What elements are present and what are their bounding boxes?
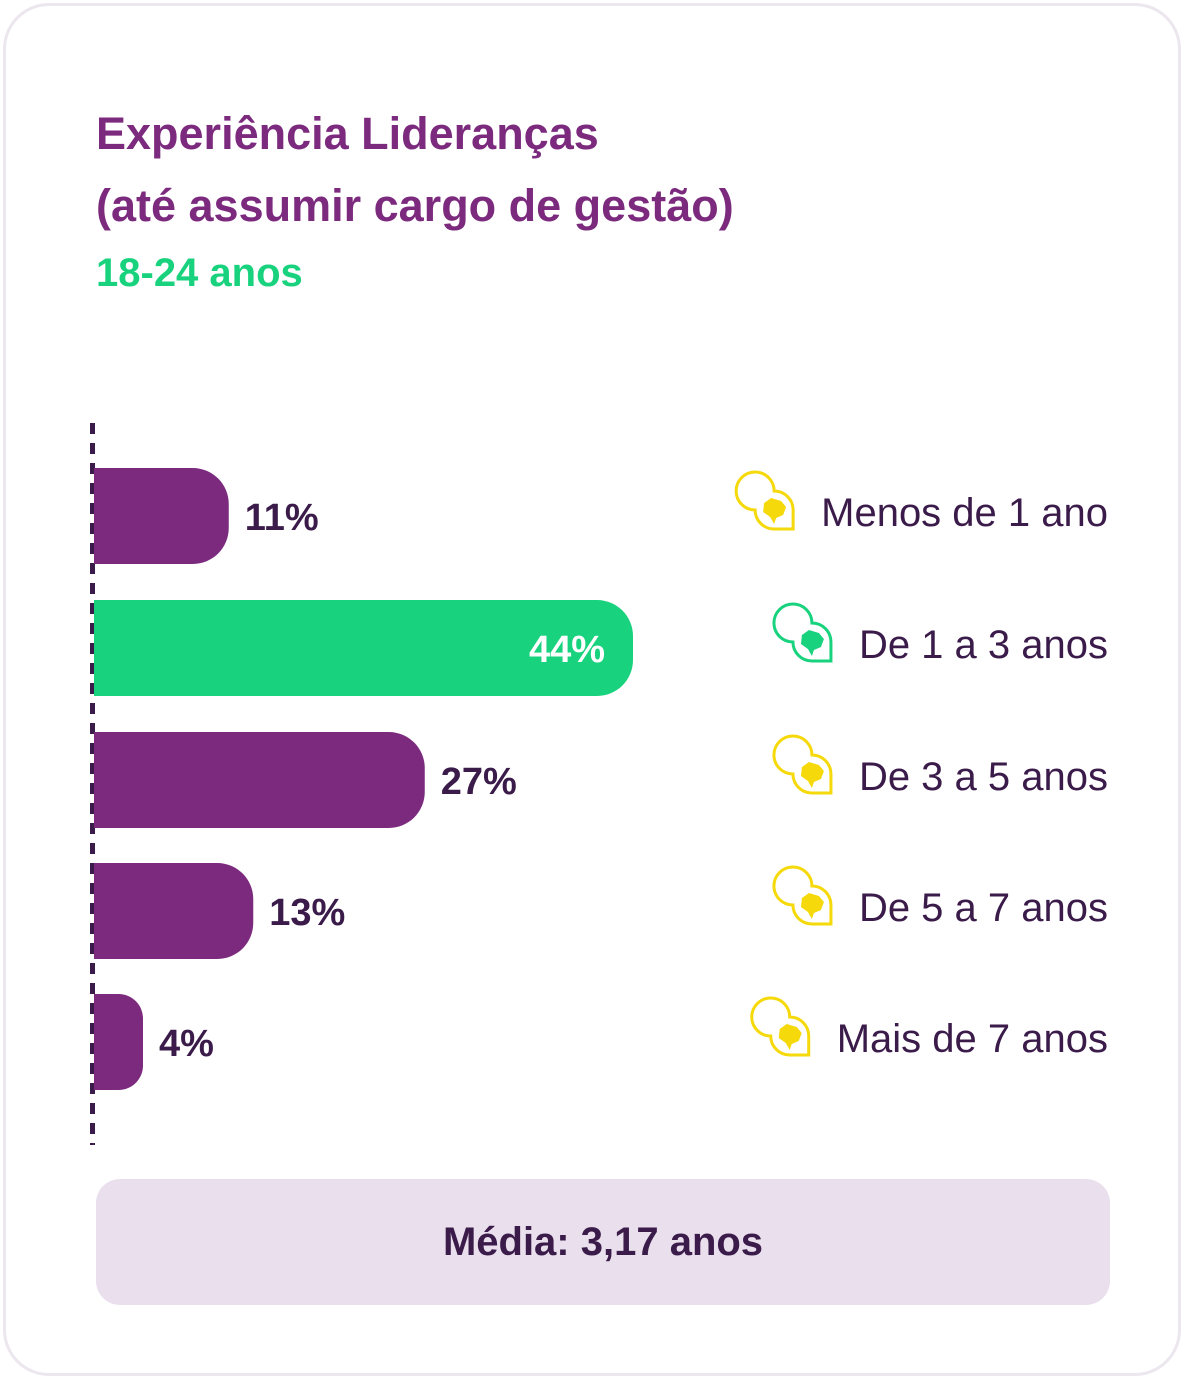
brazil-map-pin-icon (750, 996, 811, 1057)
pin-outline (772, 734, 833, 795)
chart-card: Experiência Lideranças (até assumir carg… (3, 3, 1181, 1376)
bar-value-label-2: 44% (529, 629, 605, 671)
brazil-silhouette (800, 762, 824, 788)
bar-1 (94, 468, 229, 564)
pin-outline (750, 996, 811, 1057)
brazil-silhouette (778, 1024, 802, 1050)
average-summary-text: Média: 3,17 anos (442, 1219, 764, 1264)
brazil-map-pin-icon (772, 734, 833, 795)
bar-value-label-3: 27% (441, 761, 517, 803)
chart-title-line-2: (até assumir cargo de gestão) (96, 180, 734, 231)
brazil-map-pin-icon (734, 470, 795, 531)
pin-outline (772, 602, 833, 663)
axis-baseline (90, 423, 95, 1145)
brazil-map-pin-icon (772, 602, 833, 663)
category-label-1: Menos de 1 ano (821, 491, 1108, 535)
chart-title-line-1: Experiência Lideranças (96, 108, 599, 159)
bar-2 (94, 600, 633, 696)
bar-value-label-4: 13% (269, 892, 345, 934)
brazil-silhouette (763, 498, 787, 524)
bar-3 (94, 732, 425, 828)
pin-outline (772, 865, 833, 926)
category-label-5: Mais de 7 anos (837, 1017, 1108, 1061)
pin-outline (734, 470, 795, 531)
brazil-silhouette (800, 630, 824, 656)
chart-title: Experiência Lideranças (até assumir carg… (96, 98, 734, 242)
category-label-2: De 1 a 3 anos (859, 623, 1108, 667)
average-summary: Média: 3,17 anos (96, 1179, 1110, 1305)
chart-subtitle: 18-24 anos (96, 251, 303, 295)
bar-value-label-1: 11% (245, 497, 319, 539)
category-label-4: De 5 a 7 anos (859, 886, 1108, 930)
bar-5 (94, 994, 143, 1090)
brazil-map-pin-icon (772, 865, 833, 926)
bar-value-label-5: 4% (159, 1023, 214, 1065)
bar-4 (94, 863, 254, 959)
category-label-3: De 3 a 5 anos (859, 755, 1108, 799)
brazil-silhouette (800, 893, 824, 919)
